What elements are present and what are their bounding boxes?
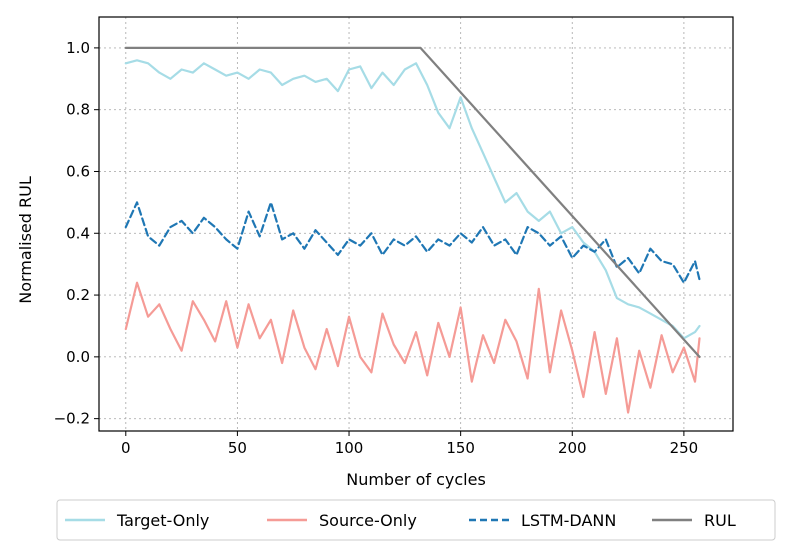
y-axis-label: Normalised RUL	[16, 176, 35, 304]
y-tick-label: 1.0	[66, 39, 90, 57]
plot-frame	[98, 16, 734, 432]
y-tick-label: 0.0	[66, 348, 90, 366]
x-tick-label: 200	[558, 439, 587, 457]
legend: Target-Only Source-Only LSTM-DANN RUL	[56, 499, 776, 541]
y-tick-label: 0.8	[66, 101, 90, 119]
y-tick-label: 0.4	[66, 224, 90, 242]
series-line-source-only	[124, 281, 701, 414]
y-tick-label: 0.2	[66, 286, 90, 304]
x-tick-label: 150	[446, 439, 475, 457]
series-line-lstm-dann	[124, 201, 701, 284]
legend-label-lstm-dann: LSTM-DANN	[521, 511, 616, 530]
legend-box	[56, 499, 776, 541]
series-lines	[124, 46, 701, 414]
axis-ticks: 0 50 100 150 200 250 −0.2 0.0 0.2 0.4 0.6 0.8 1.0	[54, 39, 699, 457]
y-tick-label: −0.2	[54, 410, 90, 428]
series-line-rul	[124, 46, 701, 358]
x-tick-label: 0	[121, 439, 131, 457]
legend-label-source-only: Source-Only	[319, 511, 417, 530]
x-tick-label: 50	[228, 439, 247, 457]
series-line-target-only	[124, 59, 701, 340]
x-axis-label: Number of cycles	[346, 470, 486, 489]
x-tick-label: 100	[335, 439, 364, 457]
legend-label-target-only: Target-Only	[116, 511, 209, 530]
x-tick-label: 250	[670, 439, 699, 457]
grid	[99, 17, 733, 431]
legend-label-rul: RUL	[704, 511, 736, 530]
y-tick-label: 0.6	[66, 162, 90, 180]
